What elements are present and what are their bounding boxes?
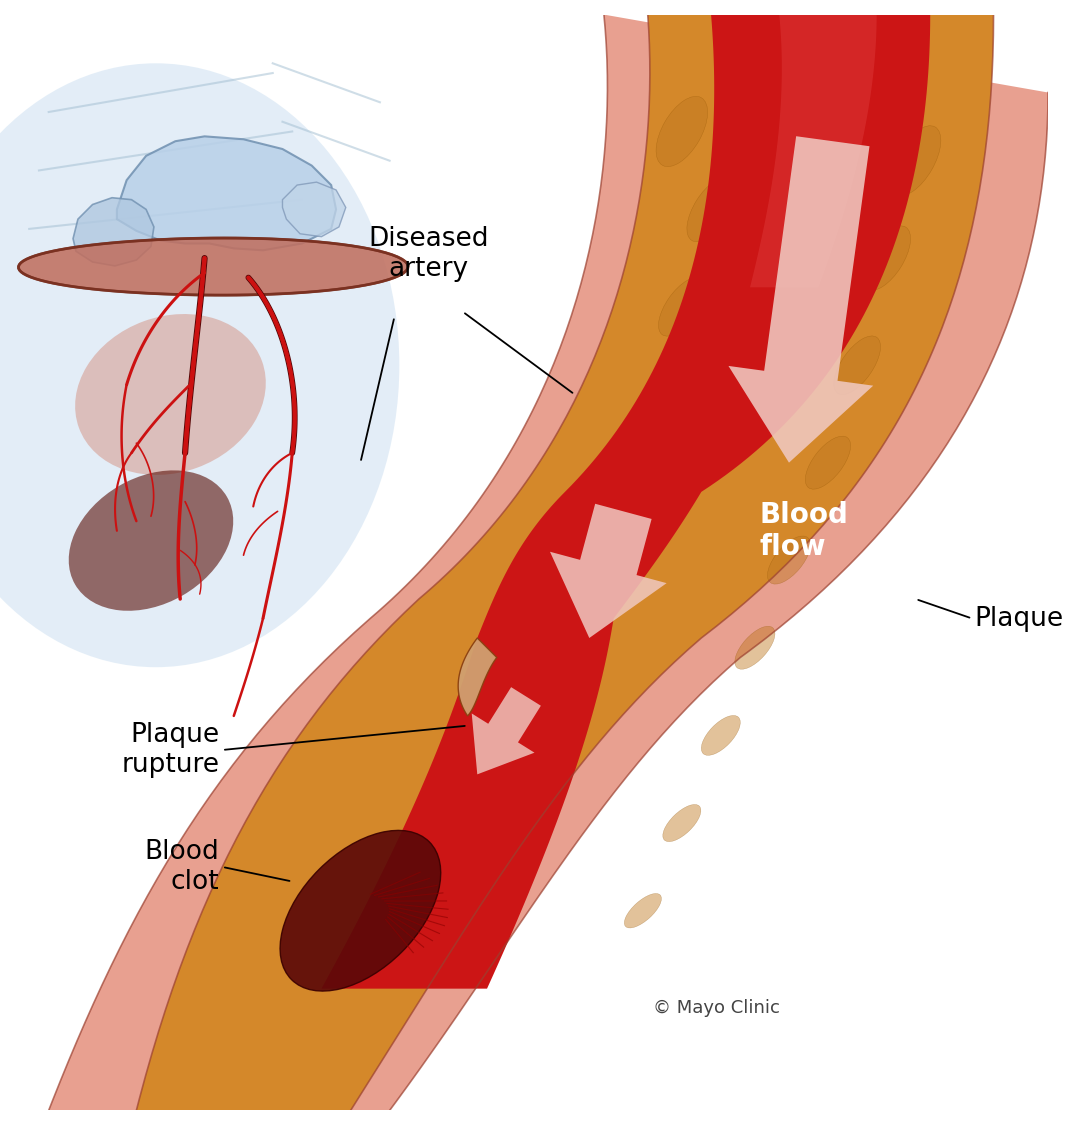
Text: Diseased
artery: Diseased artery	[368, 226, 489, 282]
Polygon shape	[471, 687, 541, 774]
Ellipse shape	[507, 776, 546, 812]
Polygon shape	[73, 198, 154, 266]
Text: © Mayo Clinic: © Mayo Clinic	[653, 999, 779, 1017]
Ellipse shape	[458, 874, 496, 908]
Ellipse shape	[584, 577, 624, 621]
Ellipse shape	[834, 336, 880, 395]
Polygon shape	[550, 504, 667, 638]
Polygon shape	[458, 638, 497, 716]
Text: Plaque: Plaque	[974, 605, 1063, 631]
Ellipse shape	[767, 536, 810, 584]
Ellipse shape	[862, 226, 910, 290]
Ellipse shape	[659, 278, 705, 336]
Ellipse shape	[686, 177, 735, 242]
Polygon shape	[728, 136, 874, 462]
Ellipse shape	[280, 830, 441, 991]
Ellipse shape	[735, 627, 775, 669]
Polygon shape	[322, 15, 931, 989]
Text: Plaque
rupture: Plaque rupture	[122, 722, 220, 778]
Polygon shape	[137, 15, 993, 1110]
Ellipse shape	[69, 470, 233, 611]
Ellipse shape	[890, 126, 940, 196]
Ellipse shape	[0, 63, 399, 667]
Ellipse shape	[624, 893, 662, 928]
Ellipse shape	[546, 677, 584, 717]
Polygon shape	[48, 15, 1048, 1110]
Ellipse shape	[702, 716, 740, 755]
Ellipse shape	[805, 436, 851, 489]
Polygon shape	[117, 136, 336, 251]
Ellipse shape	[75, 314, 266, 475]
Ellipse shape	[656, 97, 708, 166]
Ellipse shape	[640, 378, 685, 431]
Ellipse shape	[611, 478, 654, 525]
Text: Blood
flow: Blood flow	[760, 501, 849, 561]
Polygon shape	[750, 15, 877, 287]
Polygon shape	[283, 182, 345, 236]
Ellipse shape	[663, 804, 700, 842]
Text: Blood
clot: Blood clot	[144, 839, 220, 894]
Polygon shape	[18, 238, 408, 295]
